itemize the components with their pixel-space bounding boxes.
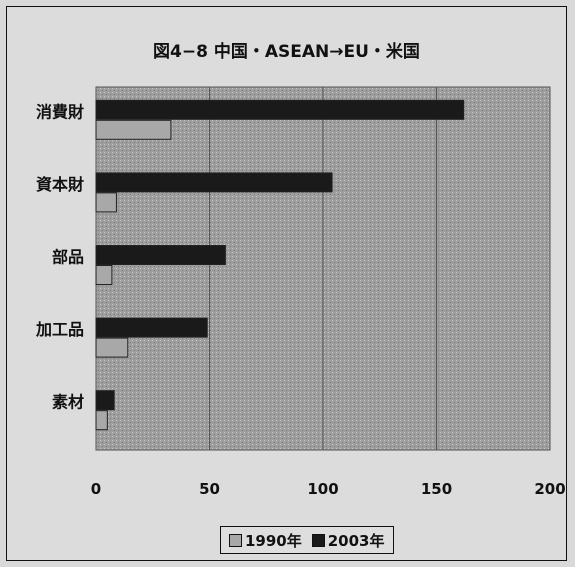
- bar-2003年-素材: [95, 390, 115, 411]
- legend-item-2003: 2003年: [311, 530, 385, 551]
- x-tick-label-0: 0: [91, 480, 101, 498]
- bar-2003年-資本財: [95, 172, 333, 193]
- bar-2003年-消費財: [95, 99, 465, 120]
- bar-2003年-加工品: [95, 317, 208, 338]
- x-tick-label-150: 150: [421, 480, 452, 498]
- x-tick-label-50: 50: [199, 480, 220, 498]
- bar-2003年-部品: [95, 245, 226, 265]
- legend-label-2003: 2003年: [327, 531, 385, 550]
- bar-1990年-消費財: [95, 119, 172, 140]
- legend-swatch-1990: [229, 533, 242, 547]
- bar-1990年-部品: [95, 265, 113, 285]
- category-label-加工品: 加工品: [35, 320, 84, 339]
- category-label-素材: 素材: [52, 393, 84, 412]
- legend: 1990年 2003年: [220, 526, 394, 554]
- x-tick-label-200: 200: [534, 480, 565, 498]
- bar-1990年-加工品: [95, 337, 129, 358]
- category-label-資本財: 資本財: [36, 175, 84, 194]
- legend-item-1990: 1990年: [229, 530, 302, 551]
- category-label-消費財: 消費財: [36, 102, 84, 121]
- x-tick-label-100: 100: [307, 480, 338, 498]
- bar-1990年-資本財: [95, 192, 117, 213]
- chart-title: 図4−8 中国・ASEAN→EU・米国: [153, 42, 420, 62]
- bar-1990年-素材: [95, 410, 108, 431]
- legend-label-1990: 1990年: [245, 531, 302, 550]
- category-label-部品: 部品: [52, 248, 84, 267]
- legend-swatch-2003: [311, 533, 325, 547]
